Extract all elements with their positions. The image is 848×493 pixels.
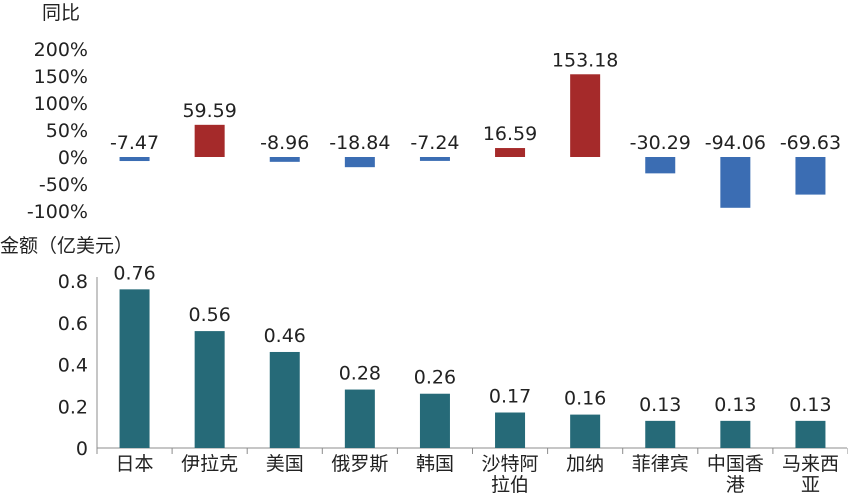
category-label: 拉伯 xyxy=(491,474,529,493)
yoy-value-label: -8.96 xyxy=(260,132,309,154)
amount-bar xyxy=(795,420,826,448)
amount-y-tick-label: 0.8 xyxy=(58,271,88,293)
yoy-bar xyxy=(194,124,225,157)
amount-bar xyxy=(119,289,150,448)
amount-y-tick-label: 0.2 xyxy=(58,396,88,418)
category-label: 伊拉克 xyxy=(181,453,238,475)
amount-bar xyxy=(344,389,375,448)
amount-value-label: 0.26 xyxy=(414,367,456,389)
yoy-value-label: -30.29 xyxy=(630,132,691,154)
yoy-bar xyxy=(119,157,150,162)
yoy-y-tick-label: -50% xyxy=(39,174,88,196)
amount-bar xyxy=(495,412,526,448)
yoy-value-label: 59.59 xyxy=(182,100,236,122)
yoy-bar xyxy=(344,157,375,168)
category-label: 韩国 xyxy=(416,453,454,475)
category-label: 亚 xyxy=(801,474,820,493)
amount-value-label: 0.16 xyxy=(564,388,606,410)
amount-bar xyxy=(194,331,225,448)
yoy-value-label: -18.84 xyxy=(329,132,390,154)
category-label: 马来西 xyxy=(782,453,839,475)
category-label: 港 xyxy=(726,474,745,493)
category-label: 加纳 xyxy=(566,453,604,475)
yoy-bar xyxy=(495,148,526,157)
yoy-y-tick-label: 0% xyxy=(58,147,88,169)
category-label: 中国香 xyxy=(707,453,764,475)
yoy-y-tick-label: -100% xyxy=(27,201,88,223)
yoy-value-label: 16.59 xyxy=(483,123,537,145)
yoy-y-tick-label: 200% xyxy=(34,39,88,61)
yoy-bar xyxy=(645,157,676,174)
yoy-bar xyxy=(269,157,300,162)
top-chart-title: 同比 xyxy=(42,2,80,24)
amount-bar xyxy=(269,351,300,448)
yoy-value-label: -69.63 xyxy=(780,132,841,154)
amount-value-label: 0.13 xyxy=(789,394,831,416)
amount-value-label: 0.13 xyxy=(639,394,681,416)
yoy-value-label: -94.06 xyxy=(705,132,766,154)
amount-value-label: 0.28 xyxy=(339,363,381,385)
amount-bar xyxy=(645,420,676,448)
amount-value-label: 0.56 xyxy=(188,304,230,326)
yoy-bar xyxy=(419,157,450,161)
amount-y-tick-label: 0.6 xyxy=(58,313,88,335)
yoy-value-label: -7.47 xyxy=(110,132,159,154)
category-label: 俄罗斯 xyxy=(331,453,388,475)
yoy-chart: 200% 150% 100% 50% 0% -50% -100% -7.47 59.59 -8.9… xyxy=(27,39,841,223)
yoy-y-tick-label: 50% xyxy=(46,120,88,142)
amount-value-label: 0.76 xyxy=(113,262,155,284)
yoy-bar xyxy=(795,157,826,195)
category-label: 菲律宾 xyxy=(632,453,689,475)
bottom-chart-title: 金额（亿美元） xyxy=(0,235,133,257)
amount-bar xyxy=(570,414,601,448)
amount-y-tick-label: 0 xyxy=(76,438,88,460)
category-label: 沙特阿 xyxy=(482,453,539,475)
amount-value-label: 0.17 xyxy=(489,386,531,408)
yoy-value-label: -7.24 xyxy=(410,132,459,154)
yoy-value-label: 153.18 xyxy=(552,49,618,71)
amount-value-label: 0.46 xyxy=(264,325,306,347)
category-label: 美国 xyxy=(266,453,304,475)
amount-y-tick-label: 0.4 xyxy=(58,355,88,377)
amount-chart: 0.8 0.6 0.4 0.2 0 0.76 0.56 0.46 0.28 0.26 0.17 0.1… xyxy=(58,262,848,493)
amount-value-label: 0.13 xyxy=(714,394,756,416)
amount-bar xyxy=(720,420,751,448)
yoy-bar xyxy=(570,74,601,157)
yoy-y-tick-label: 100% xyxy=(34,93,88,115)
yoy-bar xyxy=(720,157,751,208)
amount-bar xyxy=(419,393,450,448)
yoy-y-tick-label: 150% xyxy=(34,66,88,88)
category-label: 日本 xyxy=(116,453,154,475)
